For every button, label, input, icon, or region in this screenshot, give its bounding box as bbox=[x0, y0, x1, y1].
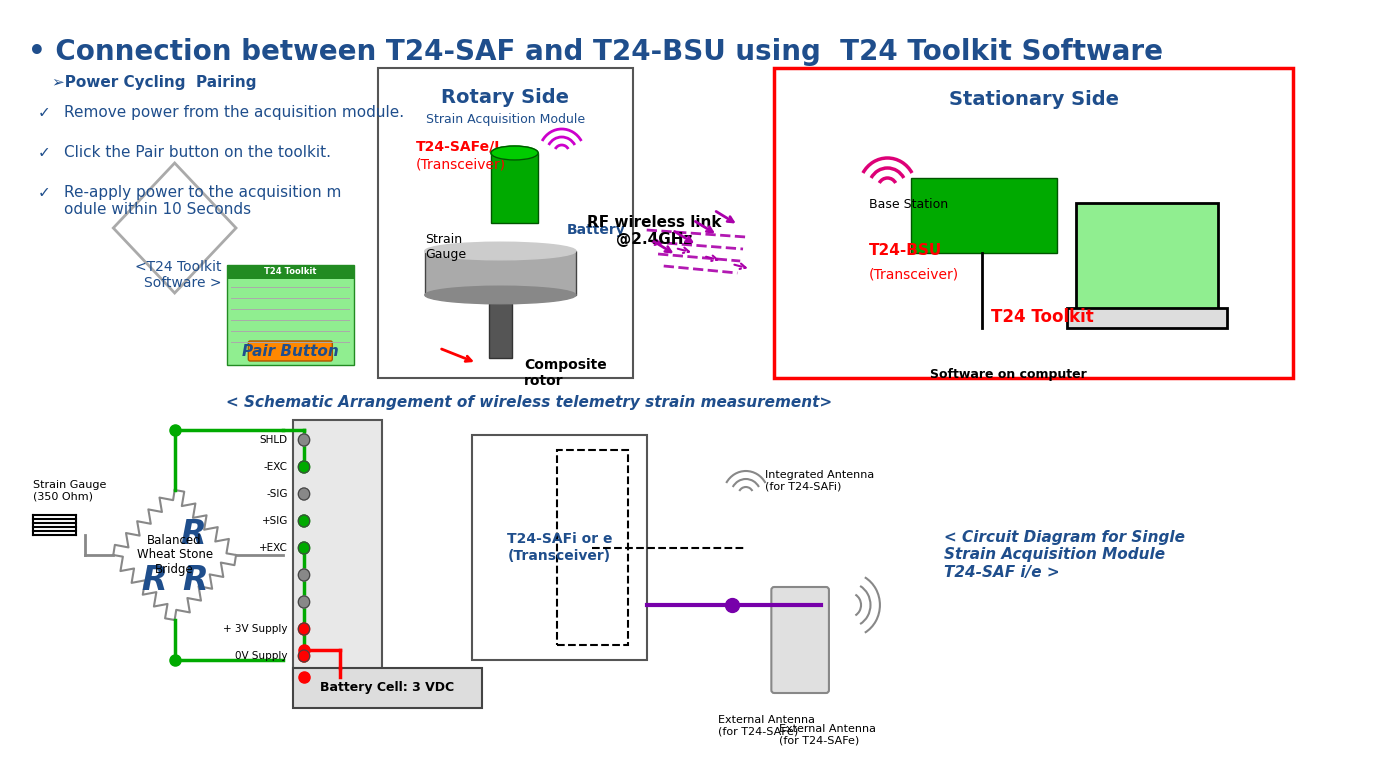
Text: Stationary Side: Stationary Side bbox=[949, 90, 1119, 109]
Text: +EXC: +EXC bbox=[259, 543, 289, 553]
Text: Battery: Battery bbox=[566, 223, 626, 237]
Text: External Antenna
(for T24-SAFe): External Antenna (for T24-SAFe) bbox=[779, 724, 875, 745]
Text: R: R bbox=[141, 564, 167, 597]
Text: Strain
Gauge: Strain Gauge bbox=[425, 233, 466, 261]
Text: External Antenna
(for T24-SAFe): External Antenna (for T24-SAFe) bbox=[718, 715, 814, 737]
Text: Integrated Antenna
(for T24-SAFi): Integrated Antenna (for T24-SAFi) bbox=[765, 470, 874, 492]
FancyBboxPatch shape bbox=[489, 303, 512, 358]
Text: ✓: ✓ bbox=[38, 145, 50, 160]
Circle shape bbox=[298, 542, 309, 554]
Text: T24 Toolkit: T24 Toolkit bbox=[263, 268, 316, 276]
Text: R: R bbox=[183, 564, 208, 597]
FancyBboxPatch shape bbox=[473, 435, 647, 660]
FancyBboxPatch shape bbox=[378, 68, 633, 378]
Text: Composite
rotor: Composite rotor bbox=[524, 358, 606, 388]
Circle shape bbox=[298, 623, 309, 635]
Circle shape bbox=[298, 461, 309, 473]
FancyBboxPatch shape bbox=[491, 153, 538, 223]
FancyBboxPatch shape bbox=[227, 265, 354, 365]
FancyBboxPatch shape bbox=[1066, 308, 1227, 328]
Text: < Circuit Diagram for Single
Strain Acquisition Module
T24-SAF i/e >: < Circuit Diagram for Single Strain Acqu… bbox=[944, 530, 1185, 579]
Text: (Transceiver): (Transceiver) bbox=[868, 268, 959, 282]
FancyBboxPatch shape bbox=[912, 178, 1058, 253]
Text: Re-apply power to the acquisition m
odule within 10 Seconds: Re-apply power to the acquisition m odul… bbox=[64, 185, 342, 218]
FancyBboxPatch shape bbox=[227, 265, 354, 279]
Text: Rotary Side: Rotary Side bbox=[441, 88, 569, 107]
FancyBboxPatch shape bbox=[293, 668, 481, 708]
Ellipse shape bbox=[491, 146, 538, 160]
FancyBboxPatch shape bbox=[248, 341, 332, 361]
Text: ✓: ✓ bbox=[38, 185, 50, 200]
FancyBboxPatch shape bbox=[771, 587, 829, 693]
Text: -SIG: -SIG bbox=[266, 489, 289, 499]
FancyBboxPatch shape bbox=[774, 68, 1294, 378]
Text: Strain Acquisition Module: Strain Acquisition Module bbox=[425, 113, 584, 126]
Text: T24 Toolkit: T24 Toolkit bbox=[991, 308, 1094, 326]
Text: T24-SAFi or e
(Transceiver): T24-SAFi or e (Transceiver) bbox=[506, 532, 612, 563]
FancyBboxPatch shape bbox=[425, 251, 576, 295]
Text: Battery Cell: 3 VDC: Battery Cell: 3 VDC bbox=[321, 681, 454, 695]
Text: Software on computer: Software on computer bbox=[930, 368, 1087, 381]
Text: Pair Button: Pair Button bbox=[243, 345, 339, 359]
Circle shape bbox=[298, 650, 309, 662]
Circle shape bbox=[298, 515, 309, 527]
Text: +SIG: +SIG bbox=[262, 516, 289, 526]
Circle shape bbox=[298, 596, 309, 608]
Circle shape bbox=[298, 488, 309, 500]
Circle shape bbox=[298, 434, 309, 446]
Text: SHLD: SHLD bbox=[259, 435, 289, 445]
Text: Balanced
Wheat Stone
Bridge: Balanced Wheat Stone Bridge bbox=[137, 533, 213, 576]
Circle shape bbox=[298, 569, 309, 581]
Ellipse shape bbox=[425, 242, 576, 260]
Text: 0V Supply: 0V Supply bbox=[236, 651, 289, 661]
FancyBboxPatch shape bbox=[293, 420, 382, 680]
Text: Base Station: Base Station bbox=[868, 198, 948, 211]
FancyBboxPatch shape bbox=[1076, 203, 1218, 313]
Text: RF wireless link
@2.4GHz: RF wireless link @2.4GHz bbox=[587, 215, 722, 247]
Text: <T24 Toolkit
Software >: <T24 Toolkit Software > bbox=[135, 260, 222, 290]
Text: Strain Gauge
(350 Ohm): Strain Gauge (350 Ohm) bbox=[33, 480, 106, 502]
Text: ✓: ✓ bbox=[38, 105, 50, 120]
Text: + 3V Supply: + 3V Supply bbox=[223, 624, 289, 634]
Text: T24-BSU: T24-BSU bbox=[868, 243, 942, 258]
Text: • Connection between T24-SAF and T24-BSU using  T24 Toolkit Software: • Connection between T24-SAF and T24-BSU… bbox=[28, 38, 1164, 66]
Text: ➢Power Cycling  Pairing: ➢Power Cycling Pairing bbox=[52, 75, 256, 90]
Text: T24-SAFe/I: T24-SAFe/I bbox=[415, 140, 500, 154]
Text: (Transceiver): (Transceiver) bbox=[415, 158, 506, 172]
Text: < Schematic Arrangement of wireless telemetry strain measurement>: < Schematic Arrangement of wireless tele… bbox=[226, 395, 832, 410]
FancyBboxPatch shape bbox=[558, 450, 627, 645]
Text: -EXC: -EXC bbox=[263, 462, 289, 472]
Text: Remove power from the acquisition module.: Remove power from the acquisition module… bbox=[64, 105, 404, 120]
Text: R: R bbox=[181, 518, 206, 551]
Ellipse shape bbox=[425, 287, 576, 304]
Text: Click the Pair button on the toolkit.: Click the Pair button on the toolkit. bbox=[64, 145, 332, 160]
